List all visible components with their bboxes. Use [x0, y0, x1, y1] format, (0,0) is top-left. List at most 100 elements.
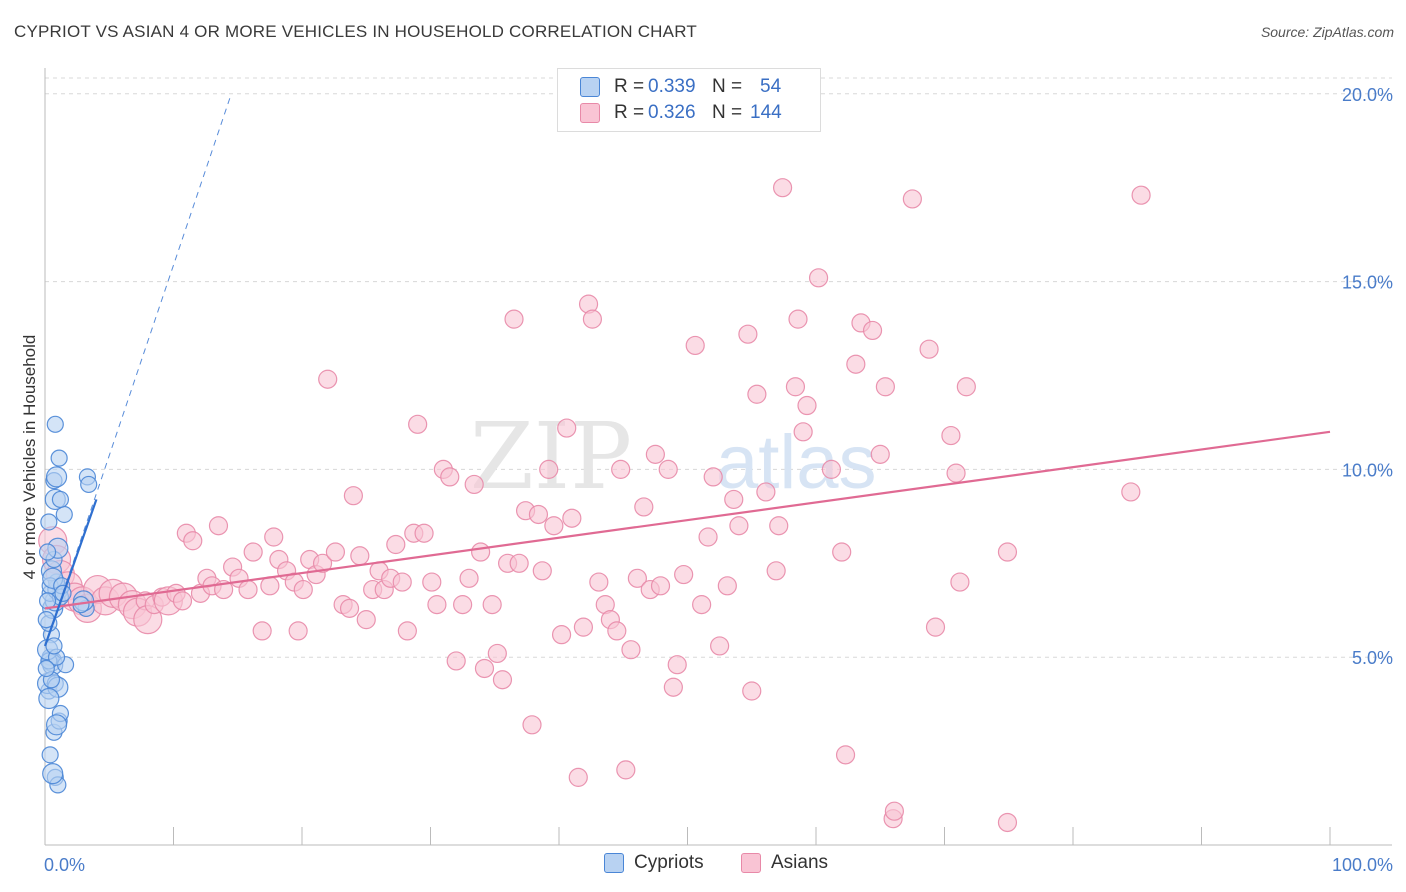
asian-point — [238, 579, 258, 600]
asian-trend-line — [44, 430, 1331, 610]
cypriot-point — [45, 466, 68, 488]
asian-point — [509, 553, 529, 573]
asian-point — [607, 621, 627, 641]
cypriot-trend-extension — [44, 93, 232, 647]
asian-point — [532, 561, 552, 581]
asian-point — [551, 625, 572, 645]
asian-point — [464, 474, 484, 495]
asian-point — [846, 354, 866, 374]
cypriot-point — [45, 637, 63, 655]
watermark-zip: ZIP — [470, 403, 632, 510]
asian-point — [386, 534, 406, 555]
asian-point — [634, 497, 654, 517]
asian-point — [941, 425, 961, 446]
asian-point — [260, 576, 280, 596]
asian-point — [946, 463, 966, 483]
asian-point — [956, 377, 976, 397]
asian-point — [339, 598, 360, 618]
x-tick-label: 0.0% — [44, 855, 85, 875]
cypriot-point — [37, 659, 55, 678]
asian-point — [919, 339, 939, 359]
asian-point — [769, 516, 789, 536]
asian-point — [747, 384, 767, 404]
asian-point — [667, 655, 687, 675]
asian-point — [350, 546, 370, 566]
cypriot-point — [80, 475, 98, 494]
correlation-legend: R = 0.339 N = 54 R = 0.326 N = 144 — [557, 68, 821, 132]
cypriot-point — [40, 513, 58, 531]
asian-point — [650, 576, 671, 596]
asian-point — [293, 579, 313, 600]
asian-point — [742, 681, 762, 701]
asian-point — [925, 617, 946, 637]
series-legend: Cypriots Asians — [0, 852, 1406, 878]
asian-point — [1131, 185, 1151, 205]
asian-point — [172, 591, 193, 611]
asian-point — [453, 595, 473, 615]
asian-point — [573, 617, 594, 637]
asian-point — [997, 542, 1018, 562]
asian-point — [343, 486, 363, 506]
asian-point — [772, 178, 793, 198]
asian-point — [562, 508, 582, 528]
asian-point — [446, 651, 466, 671]
axes — [44, 68, 1392, 846]
asians-legend-label: Asians — [771, 852, 829, 873]
cypriot-point — [38, 687, 60, 710]
cypriot-point — [50, 449, 68, 467]
cypriot-point — [46, 415, 64, 433]
asian-point — [392, 572, 412, 592]
asian-point — [427, 595, 447, 615]
cypriot-point — [45, 714, 68, 736]
legend-item-cypriots[interactable]: Cypriots — [604, 852, 704, 874]
trend-lines — [43, 93, 1331, 647]
cypriots-legend-swatch — [604, 853, 624, 873]
asian-point — [793, 422, 813, 442]
asian-point — [788, 309, 808, 329]
asian-point — [835, 745, 856, 765]
asian-point — [997, 812, 1018, 833]
asian-point — [264, 527, 284, 547]
y-tick-label: 10.0% — [1342, 460, 1393, 480]
y-tick-label: 15.0% — [1342, 273, 1393, 293]
asian-point — [674, 564, 694, 585]
asian-point — [522, 715, 542, 735]
cypriots-swatch — [580, 77, 600, 97]
asian-point — [528, 504, 549, 525]
asian-point — [658, 459, 678, 479]
asian-point — [621, 640, 641, 660]
asian-point — [832, 542, 852, 562]
legend-row-cypriots: R = 0.339 N = 54 — [580, 75, 781, 99]
asian-point — [692, 595, 712, 615]
asian-point — [862, 320, 883, 341]
asian-point — [568, 767, 588, 787]
asian-point — [724, 489, 744, 510]
y-tick-label: 20.0% — [1342, 85, 1393, 105]
legend-item-asians[interactable]: Asians — [741, 852, 828, 874]
axis-labels: 5.0% 10.0% 15.0% 20.0% 0.0% 100.0% 4 or more V… — [20, 85, 1393, 875]
asian-point — [487, 643, 507, 664]
grid-lines — [45, 77, 1392, 658]
asian-point — [440, 467, 460, 487]
asian-point — [797, 395, 817, 416]
asians-legend-swatch — [741, 853, 761, 873]
cypriot-point — [51, 490, 70, 509]
asian-point — [663, 677, 683, 697]
asian-point — [645, 444, 665, 464]
asian-point — [710, 636, 730, 656]
asian-point — [1121, 482, 1141, 502]
asian-point — [785, 377, 806, 397]
asian-point — [582, 309, 603, 329]
asian-point — [325, 542, 346, 562]
asian-point — [474, 658, 495, 679]
asian-point — [243, 542, 263, 562]
asian-point — [312, 553, 333, 573]
legend-r-label: R = — [614, 76, 645, 97]
asian-point — [318, 369, 338, 389]
asian-point — [414, 523, 434, 543]
asian-point — [616, 760, 636, 780]
asian-point — [808, 268, 829, 288]
asian-point — [884, 801, 904, 821]
asian-point — [539, 459, 559, 479]
cypriots-legend-label: Cypriots — [634, 852, 704, 873]
